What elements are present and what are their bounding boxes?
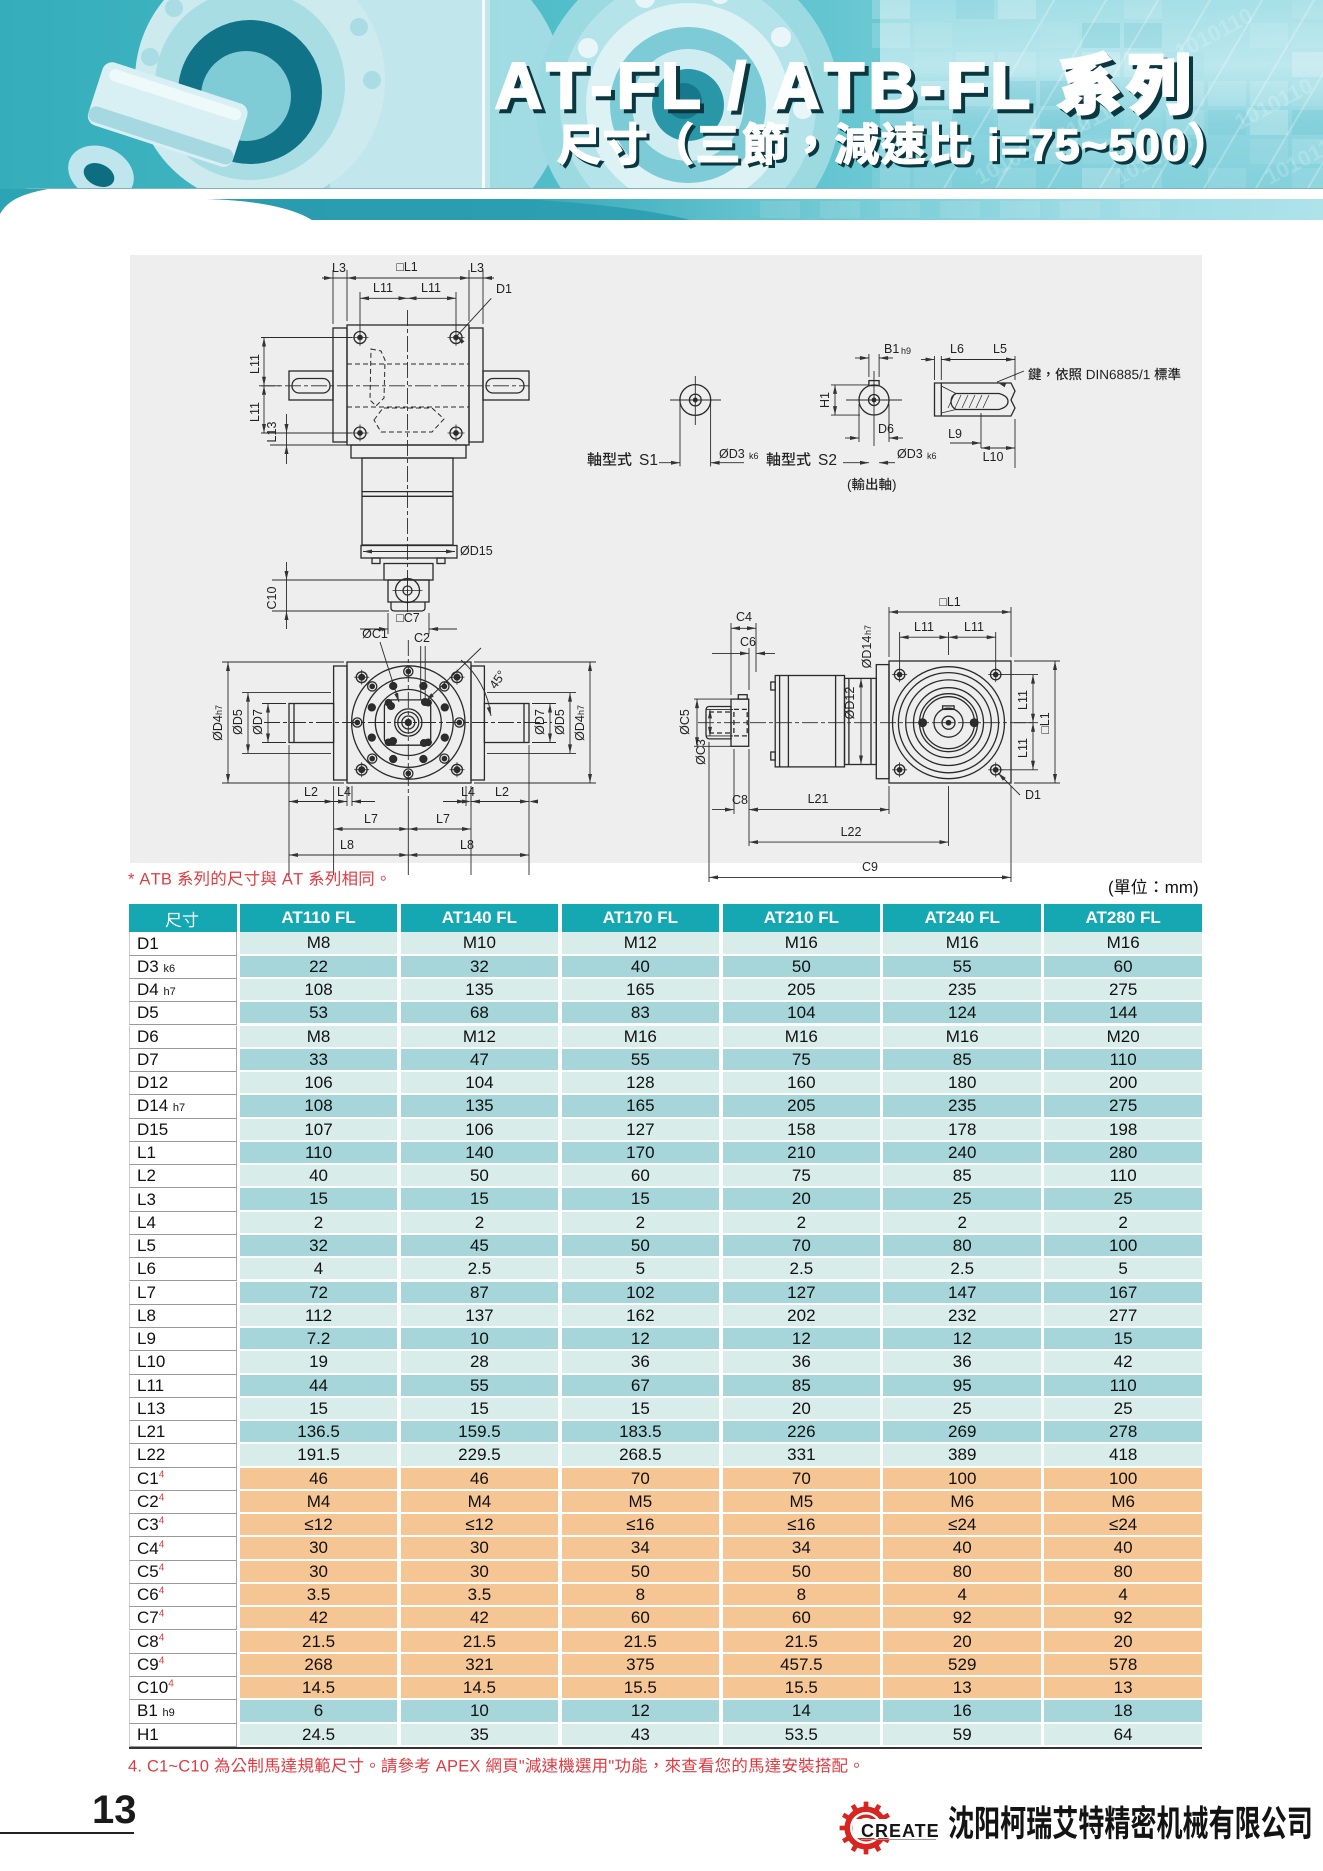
svg-text:L11: L11 [373, 281, 393, 295]
svg-text:ØC5: ØC5 [678, 709, 692, 735]
svg-text:ØD14: ØD14 [860, 636, 874, 669]
svg-text:L2: L2 [495, 785, 509, 799]
svg-text:L10: L10 [983, 450, 1004, 464]
svg-text:L6: L6 [950, 342, 964, 356]
svg-text:ØD15: ØD15 [460, 544, 493, 558]
svg-text:L8: L8 [340, 838, 354, 852]
svg-text:L4: L4 [461, 785, 475, 799]
svg-text:L5: L5 [993, 342, 1007, 356]
svg-text:□L1: □L1 [1038, 712, 1052, 734]
svg-text:h7: h7 [576, 705, 586, 715]
svg-text:L11: L11 [1016, 690, 1030, 710]
svg-text:ØD5: ØD5 [553, 709, 567, 735]
svg-text:L11: L11 [914, 620, 934, 634]
svg-text:C10: C10 [265, 586, 279, 609]
svg-text:h7: h7 [214, 705, 224, 715]
svg-text:C4: C4 [736, 610, 752, 624]
svg-text:□C7: □C7 [396, 611, 420, 625]
svg-text:ØD3: ØD3 [897, 447, 923, 461]
svg-text:ØD5: ØD5 [231, 709, 245, 735]
svg-text:C8: C8 [732, 793, 748, 807]
svg-text:L11: L11 [248, 354, 262, 374]
svg-text:ØD7: ØD7 [533, 709, 547, 735]
svg-text:k6: k6 [749, 451, 759, 461]
svg-text:ØC1: ØC1 [362, 627, 388, 641]
svg-text:L2: L2 [304, 785, 318, 799]
svg-text:L4: L4 [337, 785, 351, 799]
svg-text:□L1: □L1 [939, 595, 961, 609]
svg-text:L13: L13 [265, 422, 279, 443]
svg-text:D1: D1 [496, 282, 512, 296]
svg-text:L8: L8 [460, 838, 474, 852]
svg-text:L11: L11 [964, 620, 984, 634]
svg-text:ØD7: ØD7 [251, 709, 265, 735]
svg-text:L7: L7 [364, 812, 378, 826]
svg-text:k6: k6 [927, 451, 937, 461]
svg-text:ØD12: ØD12 [843, 687, 857, 720]
svg-text:□L1: □L1 [396, 260, 418, 274]
svg-text:L3: L3 [332, 261, 346, 275]
svg-text:L21: L21 [808, 792, 829, 806]
svg-text:C2: C2 [414, 631, 430, 645]
svg-text:H1: H1 [818, 392, 832, 408]
svg-text:h9: h9 [901, 346, 911, 356]
svg-text:D1: D1 [1025, 788, 1041, 802]
svg-text:h7: h7 [863, 625, 873, 635]
svg-text:L22: L22 [841, 825, 862, 839]
svg-text:L9: L9 [948, 427, 962, 441]
svg-text:L3: L3 [470, 261, 484, 275]
svg-text:ØD3: ØD3 [719, 447, 745, 461]
svg-text:C9: C9 [862, 860, 878, 874]
svg-text:ØC3: ØC3 [694, 739, 708, 765]
svg-text:ØD4: ØD4 [573, 715, 587, 741]
svg-text:D6: D6 [878, 422, 894, 436]
svg-text:L11: L11 [248, 402, 262, 422]
svg-text:L7: L7 [436, 812, 450, 826]
svg-text:L11: L11 [1016, 738, 1030, 758]
svg-text:C6: C6 [740, 635, 756, 649]
svg-text:L11: L11 [421, 281, 441, 295]
svg-text:ØD4: ØD4 [211, 715, 225, 741]
svg-text:B1: B1 [884, 342, 899, 356]
